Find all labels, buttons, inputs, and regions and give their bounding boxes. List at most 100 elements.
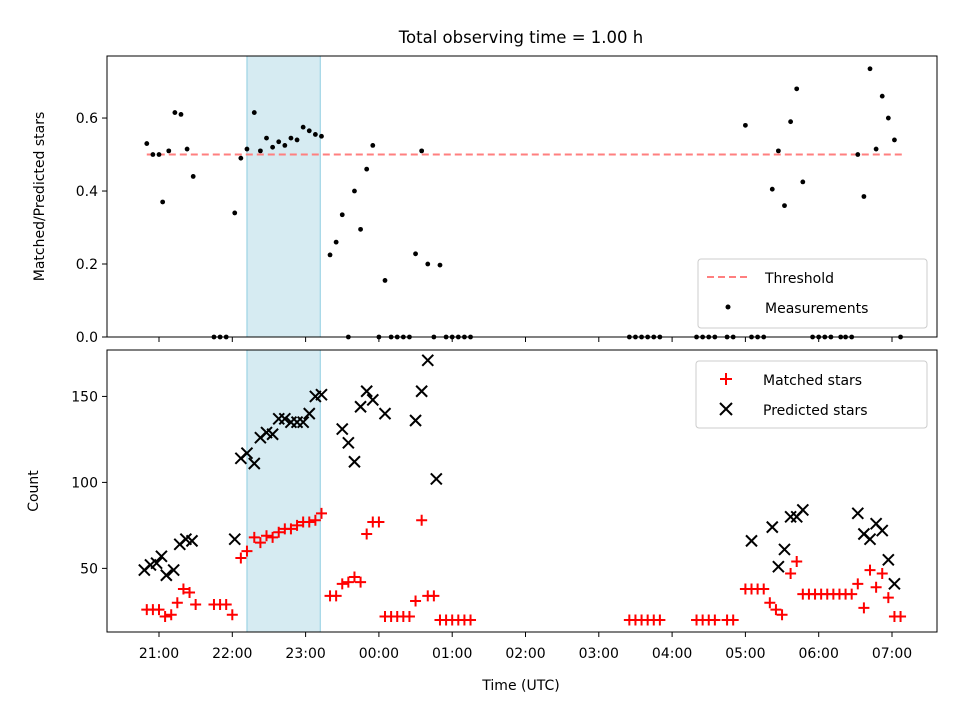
matched-star-point (330, 590, 342, 602)
predicted-star-point (348, 455, 361, 468)
matched-star-point (858, 602, 870, 614)
matched-star-point (285, 523, 297, 535)
measurement-point (166, 148, 172, 154)
matched-star-point (342, 576, 354, 588)
predicted-star-point (342, 436, 355, 450)
matched-star-point (852, 578, 864, 590)
measurement-point (306, 128, 312, 134)
matched-star-point (261, 530, 273, 542)
bottom-axis-ticks: 21:00 22:00 23:00 00:00 01:00 02:00 03:00 04:00… (71, 389, 912, 662)
predicted-star-point (784, 510, 797, 524)
legend-matched-swatch (720, 373, 732, 385)
measurement-point (184, 146, 190, 152)
bottom-x-tick-label: 02:00 (505, 646, 545, 662)
matched-star-point (241, 545, 253, 557)
matched-star-point (361, 528, 373, 540)
measurement-point (382, 278, 388, 283)
measurement-point (339, 212, 345, 218)
predicted-star-point (360, 385, 373, 398)
matched-star-point (153, 604, 165, 616)
bottom-y-tick-label: 100 (71, 475, 98, 491)
matched-star-point (355, 576, 367, 588)
legend-predicted-swatch (719, 402, 733, 416)
measurement-point (300, 124, 306, 130)
top-panel: 0.0 0.2 0.4 0.6 Matched/Predicted stars Thr… (32, 55, 938, 346)
predicted-star-point (167, 563, 180, 577)
matched-star-point (882, 592, 894, 604)
bottom-y-tick-label: 50 (80, 561, 98, 577)
measurement-point (425, 261, 431, 267)
matched-star-point (791, 556, 803, 567)
predicted-star-point (185, 534, 199, 548)
matched-star-point (403, 611, 415, 623)
measurement-point (358, 226, 363, 232)
bottom-x-tick-label: 01:00 (432, 646, 472, 662)
measurement-point (232, 210, 238, 216)
predicted-star-point (155, 550, 168, 563)
matched-star-point (770, 604, 782, 616)
predicted-star-point (266, 428, 279, 441)
measurement-point (190, 174, 196, 179)
measurement-point (264, 135, 269, 141)
measurement-point (150, 152, 156, 157)
measurement-point (244, 146, 250, 152)
predicted-star-point (415, 385, 428, 398)
predicted-star-point (876, 524, 889, 537)
matched-star-point (184, 586, 196, 598)
predicted-star-point (863, 532, 877, 546)
matched-star-point (254, 537, 266, 549)
legend-matched-label: Matched stars (763, 373, 862, 389)
matched-star-point (654, 614, 666, 626)
measurement-point (312, 132, 318, 137)
matched-star-point (291, 519, 303, 531)
matched-star-point (410, 595, 422, 607)
predicted-star-point (278, 412, 292, 425)
measurement-point (156, 152, 162, 157)
matched-star-point (709, 614, 721, 626)
matched-star-point (864, 564, 876, 576)
top-y-tick-label: 0.0 (76, 330, 98, 346)
legend-predicted-label: Predicted stars (763, 403, 868, 419)
measurement-point (251, 110, 257, 115)
predicted-star-point (430, 472, 443, 486)
matched-star-point (870, 581, 882, 593)
bottom-y-tick-label: 150 (71, 389, 98, 405)
predicted-star-point (421, 354, 434, 367)
measurement-point (327, 252, 333, 258)
predicted-star-point (240, 446, 254, 460)
predicted-star-point (851, 507, 865, 520)
predicted-star-point (150, 557, 163, 570)
predicted-star-point (888, 577, 901, 591)
predicted-star-point (315, 388, 328, 401)
bottom-x-tick-label: 03:00 (579, 646, 619, 662)
matched-star-point (758, 583, 770, 595)
measurement-point (288, 135, 294, 141)
predicted-star-point (796, 503, 810, 517)
measurement-point (270, 144, 276, 150)
measurement-point (800, 179, 806, 185)
measurement-point (885, 115, 891, 121)
measurement-point (172, 110, 178, 115)
measurement-point (144, 141, 150, 146)
bottom-xlabel: Time (UTC) (481, 678, 559, 694)
matched-star-point (776, 609, 788, 621)
matched-star-point (465, 614, 477, 626)
matched-star-point (309, 514, 321, 526)
matched-star-point (315, 507, 327, 519)
bottom-x-tick-label: 05:00 (725, 646, 765, 662)
predicted-star-point (772, 560, 785, 573)
matched-star-point (177, 583, 189, 595)
predicted-star-point (409, 414, 422, 427)
predicted-star-points (138, 354, 901, 591)
predicted-star-point (296, 416, 310, 429)
measurement-point (775, 148, 781, 154)
matched-star-point (248, 531, 260, 543)
predicted-star-point (882, 553, 895, 566)
measurement-point (879, 93, 885, 99)
measurement-point (352, 188, 357, 194)
bottom-panel: 21:00 22:00 23:00 00:00 01:00 02:00 03:00 04:00… (26, 349, 938, 694)
matched-star-point (895, 611, 907, 623)
matched-star-point (273, 526, 285, 538)
top-axes-frame (106, 55, 938, 338)
